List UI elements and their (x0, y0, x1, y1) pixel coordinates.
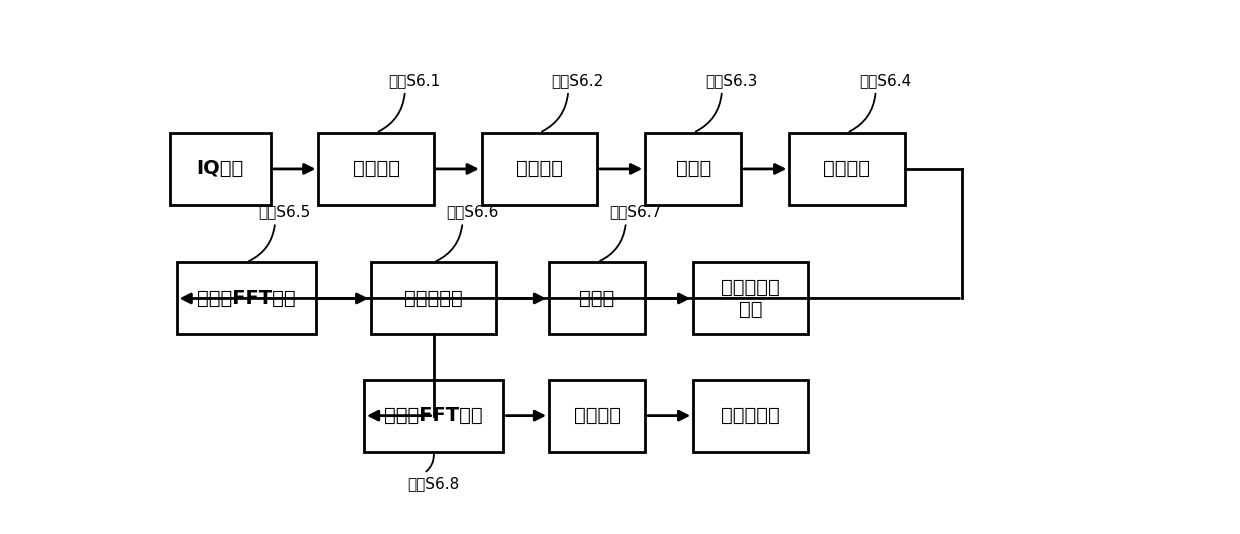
Text: 谱平均: 谱平均 (579, 289, 615, 308)
Text: 步骤S6.5: 步骤S6.5 (259, 205, 311, 219)
Text: 步骤S6.3: 步骤S6.3 (706, 73, 758, 88)
Text: 步骤S6.1: 步骤S6.1 (388, 73, 440, 88)
Bar (319, 133, 434, 205)
Bar (481, 133, 596, 205)
Bar (693, 263, 808, 334)
Text: 加窗处理: 加窗处理 (823, 160, 870, 178)
Text: 去直流: 去直流 (676, 160, 711, 178)
Bar (645, 133, 742, 205)
Text: IQ信号: IQ信号 (197, 160, 244, 178)
Text: 时域积累: 时域积累 (352, 160, 399, 178)
Text: 步骤S6.2: 步骤S6.2 (552, 73, 604, 88)
Text: 云粒子速度: 云粒子速度 (722, 406, 780, 425)
Bar (365, 380, 503, 452)
Bar (549, 263, 645, 334)
Text: 步骤S6.8: 步骤S6.8 (408, 476, 460, 491)
Bar (789, 133, 904, 205)
Text: 方位维FFT变换: 方位维FFT变换 (384, 406, 484, 425)
Text: 功率谱计算: 功率谱计算 (404, 289, 463, 308)
Text: 步骤S6.7: 步骤S6.7 (609, 205, 662, 219)
Text: 雷达反射率
因子: 雷达反射率 因子 (722, 278, 780, 319)
Text: 脉冲压缩: 脉冲压缩 (516, 160, 563, 178)
Bar (549, 380, 645, 452)
Text: 步骤S6.6: 步骤S6.6 (446, 205, 498, 219)
Text: 多普勒谱: 多普勒谱 (574, 406, 620, 425)
Text: 步骤S6.4: 步骤S6.4 (859, 73, 911, 88)
Bar (693, 380, 808, 452)
Bar (371, 263, 496, 334)
Bar (176, 263, 316, 334)
Bar (170, 133, 270, 205)
Text: 距离维FFT变换: 距离维FFT变换 (197, 289, 295, 308)
